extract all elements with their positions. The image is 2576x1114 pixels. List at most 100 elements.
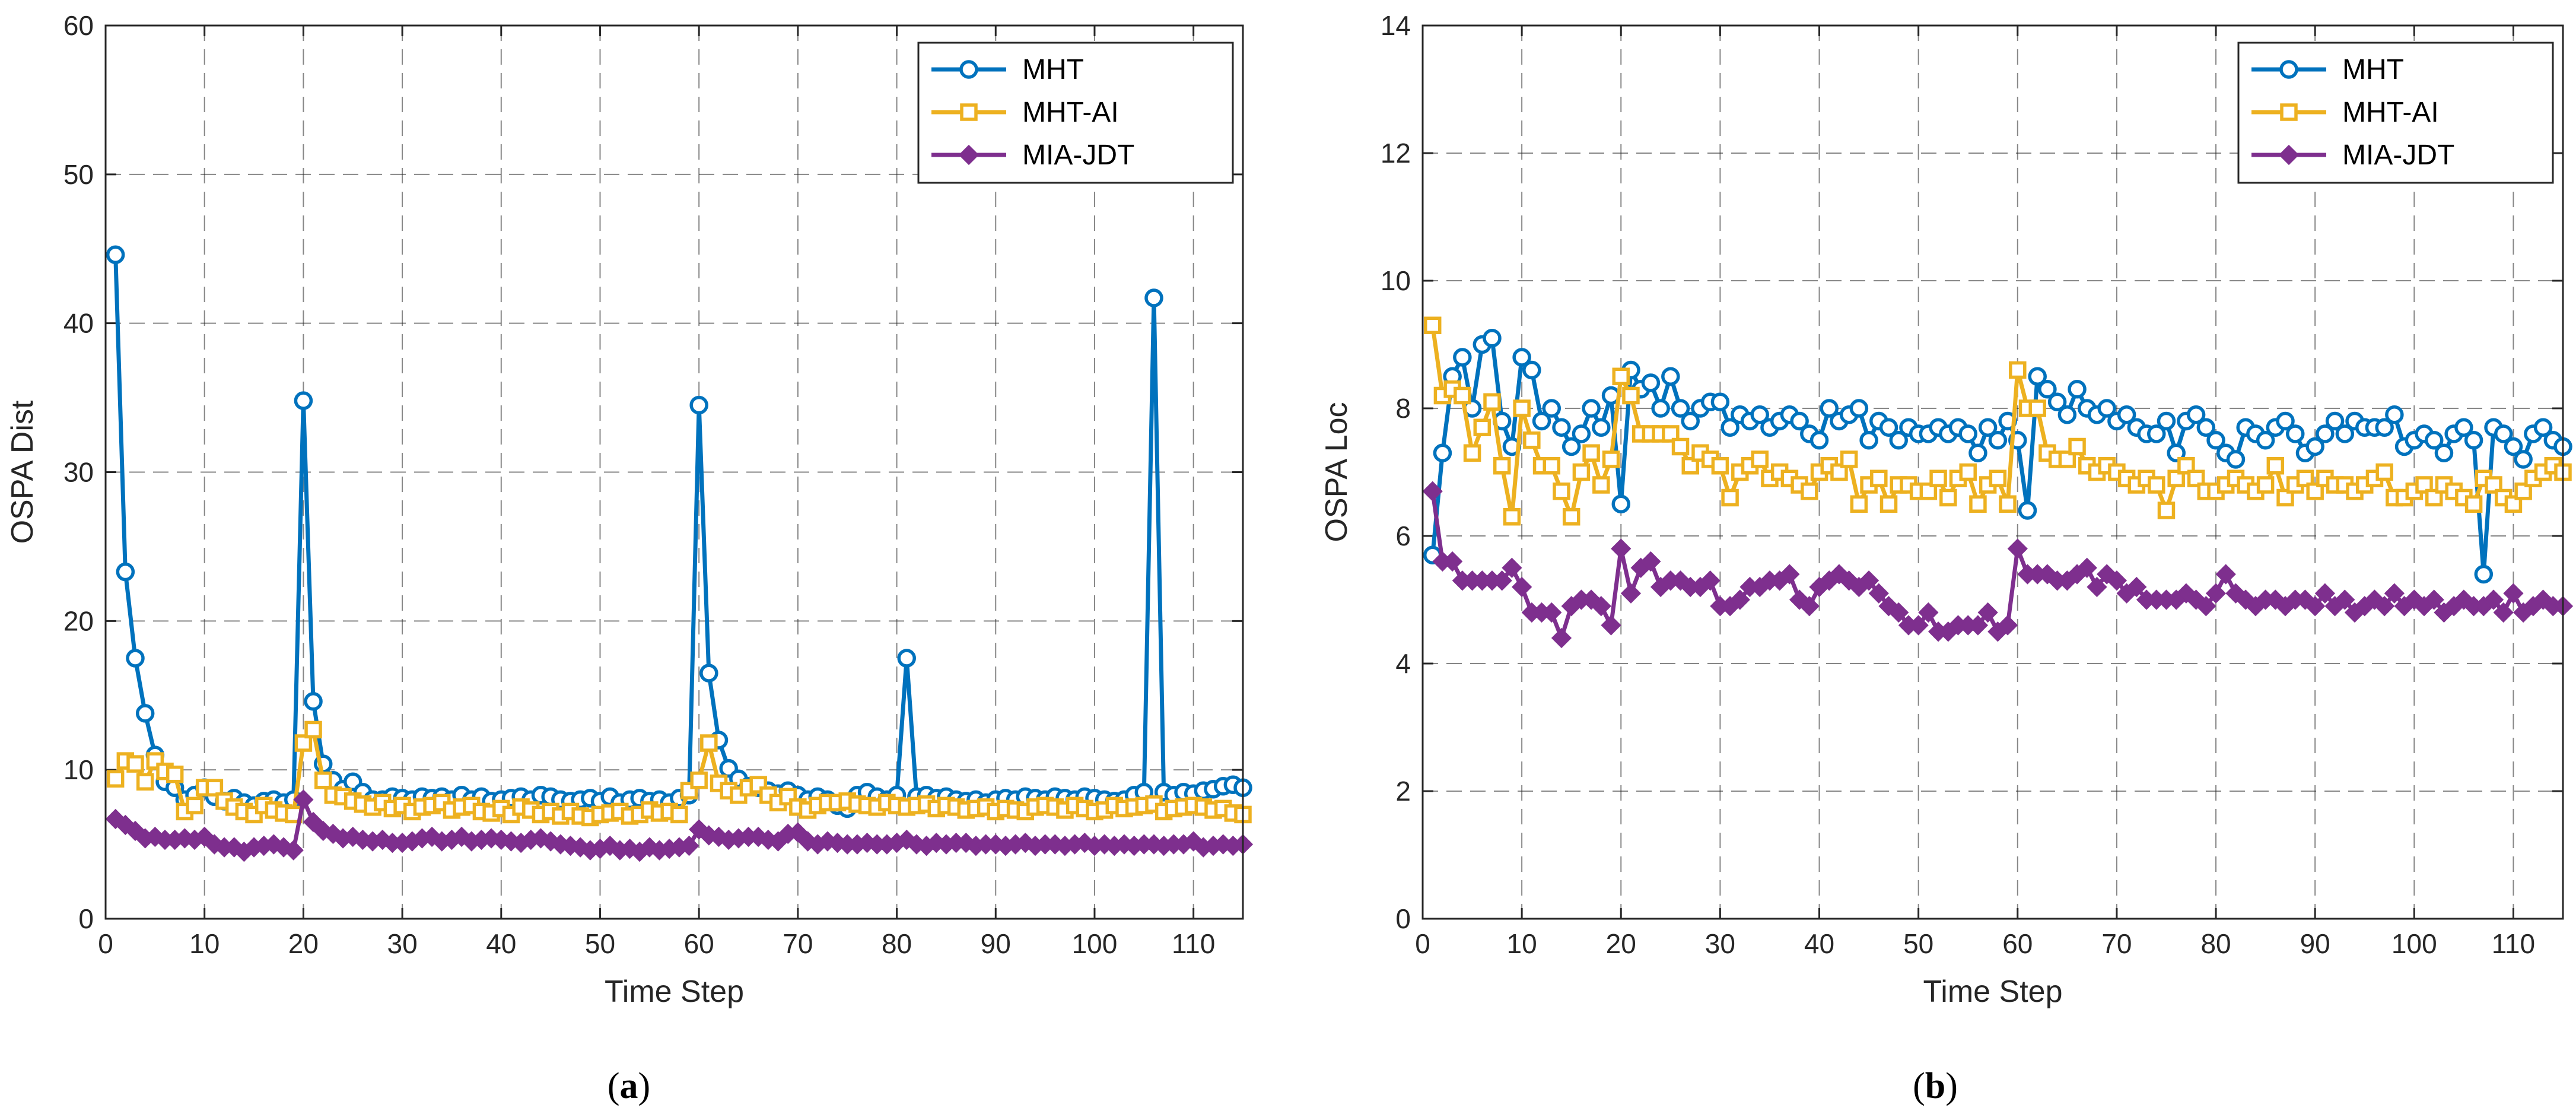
data-point-mia-jdt xyxy=(1502,557,1522,578)
data-point-mht xyxy=(1561,437,1581,456)
data-point-mht xyxy=(2256,431,2275,450)
data-point-mht xyxy=(897,649,916,668)
data-point-mia-jdt xyxy=(2384,583,2405,604)
data-point-mia-jdt xyxy=(2087,576,2107,598)
data-point-mht-ai xyxy=(294,734,313,752)
x-tick-label: 20 xyxy=(1606,928,1636,959)
data-point-mia-jdt xyxy=(2205,583,2227,604)
data-point-mht xyxy=(1483,329,1502,348)
panel-caption: (a) xyxy=(608,1066,650,1106)
data-point-mht-ai xyxy=(2028,399,2046,417)
data-point-mht-ai xyxy=(1423,316,1442,334)
data-point-mht xyxy=(1958,424,1977,443)
data-point-mht xyxy=(2454,418,2473,437)
data-point-mht xyxy=(1433,443,1452,462)
series-mia-jdt xyxy=(1422,481,2574,649)
x-tick-label: 70 xyxy=(2101,928,2132,959)
x-axis-label: Time Step xyxy=(1923,975,2062,1009)
y-tick-label: 14 xyxy=(1381,10,1411,41)
data-point-mht-ai xyxy=(1473,418,1491,436)
data-point-mia-jdt xyxy=(293,789,314,810)
data-point-mht xyxy=(2464,431,2483,450)
data-point-mia-jdt xyxy=(1442,551,1463,572)
data-point-mia-jdt xyxy=(1640,551,1661,572)
data-point-mht xyxy=(1611,494,1631,513)
data-point-mht-ai xyxy=(2375,463,2393,481)
data-point-mht xyxy=(1879,418,1898,437)
data-point-mht-ai xyxy=(1602,450,1620,468)
data-point-mht xyxy=(1988,431,2008,450)
data-point-mht xyxy=(2028,367,2047,386)
data-point-mht-ai xyxy=(1671,437,1690,456)
x-tick-label: 10 xyxy=(189,928,220,959)
data-point-mht-ai xyxy=(1483,393,1501,411)
data-point-mht-ai xyxy=(1969,495,1987,513)
data-point-mht xyxy=(2117,405,2136,424)
x-tick-label: 20 xyxy=(288,928,319,959)
data-point-mht xyxy=(1978,418,1998,437)
data-point-mht xyxy=(2325,411,2345,431)
data-point-mht xyxy=(2514,450,2533,469)
data-point-mht-ai xyxy=(245,805,263,824)
data-point-mht-ai xyxy=(2148,476,2165,494)
data-point-mht-ai xyxy=(1879,495,1898,513)
data-point-mia-jdt xyxy=(1620,583,1642,604)
y-tick-label: 12 xyxy=(1381,138,1411,169)
data-point-mia-jdt xyxy=(1779,564,1800,585)
data-point-mht xyxy=(2385,405,2404,424)
data-point-mia-jdt xyxy=(1908,615,1929,636)
data-point-mia-jdt xyxy=(1422,481,1443,502)
data-point-mia-jdt xyxy=(1967,615,1989,636)
data-point-mht xyxy=(1750,405,1769,424)
data-point-mht-ai xyxy=(166,765,184,783)
data-point-mht-ai xyxy=(106,770,125,788)
data-point-mht-ai xyxy=(186,796,203,815)
data-point-mht xyxy=(2097,399,2116,418)
data-point-mia-jdt xyxy=(1591,596,1611,617)
y-tick-label: 10 xyxy=(63,754,94,785)
data-point-mia-jdt xyxy=(1541,602,1562,623)
axes-box xyxy=(1421,24,2564,920)
data-point-mia-jdt xyxy=(2215,564,2236,585)
series-mia-jdt xyxy=(105,789,1254,862)
legend-label-mht: MHT xyxy=(2342,54,2404,85)
data-point-mht-ai xyxy=(1711,457,1729,475)
data-point-mht-ai xyxy=(2485,476,2502,494)
data-point-mht-ai xyxy=(304,721,322,739)
data-point-mht xyxy=(2494,424,2513,443)
data-point-mht xyxy=(2157,411,2176,431)
x-tick-label: 60 xyxy=(684,928,714,959)
x-tick-label: 0 xyxy=(98,928,113,959)
data-point-mht-ai xyxy=(1870,469,1888,487)
data-point-mht-ai xyxy=(2009,361,2027,379)
data-point-mht-ai xyxy=(2167,469,2185,487)
x-tick-label: 90 xyxy=(2300,928,2330,959)
data-point-mht-ai xyxy=(1553,483,1570,500)
data-point-mht xyxy=(2057,405,2077,424)
series-mht-ai xyxy=(1423,316,2572,526)
data-point-mia-jdt xyxy=(2424,589,2444,610)
data-point-mht xyxy=(1849,399,1869,418)
data-point-mht-ai xyxy=(700,734,718,752)
data-point-mht xyxy=(2335,424,2355,443)
y-tick-label: 2 xyxy=(1395,776,1411,807)
data-point-mht-ai xyxy=(235,802,253,821)
legend: MHT MHT-AI MIA-JDT xyxy=(917,42,1234,184)
x-tick-label: 40 xyxy=(1804,928,1834,959)
data-point-mia-jdt xyxy=(1729,589,1750,610)
legend-marker-mia-jdt xyxy=(2278,144,2300,166)
data-point-mht xyxy=(1522,360,1541,380)
data-point-mht xyxy=(126,649,145,668)
data-point-mht xyxy=(689,395,708,415)
data-point-mht xyxy=(2533,418,2553,437)
data-point-mht-ai xyxy=(1493,457,1511,475)
x-tick-label: 30 xyxy=(1705,928,1735,959)
panel-caption: (b) xyxy=(1913,1066,1958,1106)
data-point-mht xyxy=(1710,392,1730,411)
data-point-mht xyxy=(1661,367,1680,386)
legend-marker-mht-ai xyxy=(2280,103,2298,121)
data-point-mht xyxy=(135,704,155,723)
data-point-mia-jdt xyxy=(1601,615,1621,636)
data-point-mht xyxy=(1809,431,1829,450)
series-mht xyxy=(1423,329,2572,584)
